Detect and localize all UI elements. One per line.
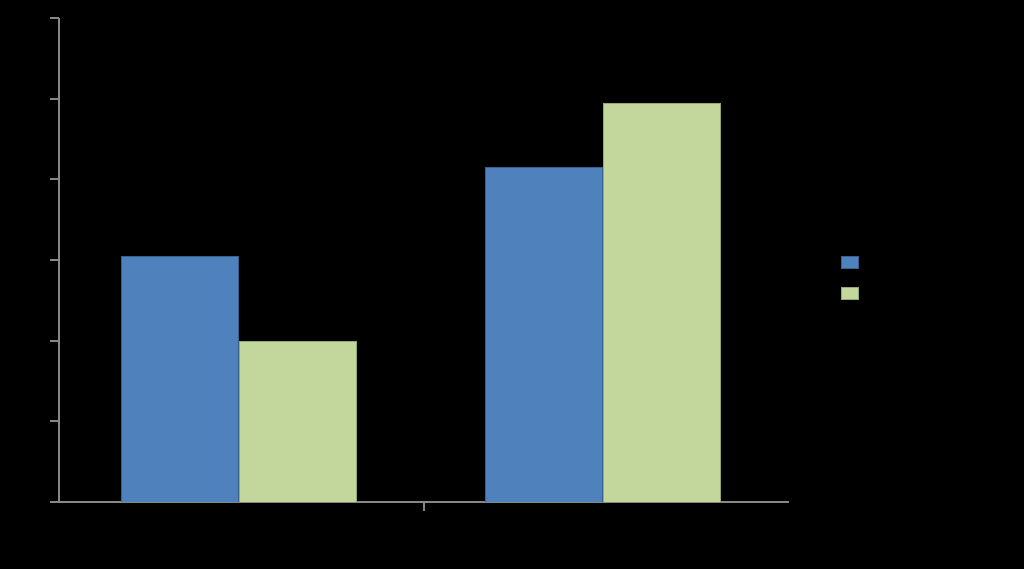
bar-series-b-cat1 — [239, 341, 357, 502]
bar-series-a-cat2 — [485, 167, 603, 502]
bar-chart — [0, 0, 1024, 569]
y-tick — [50, 98, 59, 100]
y-tick — [50, 420, 59, 422]
y-tick — [50, 17, 59, 19]
x-tick — [423, 502, 425, 511]
bar-series-a-cat1 — [121, 256, 239, 502]
plot-area — [59, 18, 788, 502]
y-tick — [50, 501, 59, 503]
bar-series-b-cat2 — [603, 103, 721, 502]
legend-swatch-series-a — [841, 256, 859, 269]
y-tick — [50, 178, 59, 180]
y-tick — [50, 340, 59, 342]
y-tick — [50, 259, 59, 261]
legend-swatch-series-b — [841, 287, 859, 300]
